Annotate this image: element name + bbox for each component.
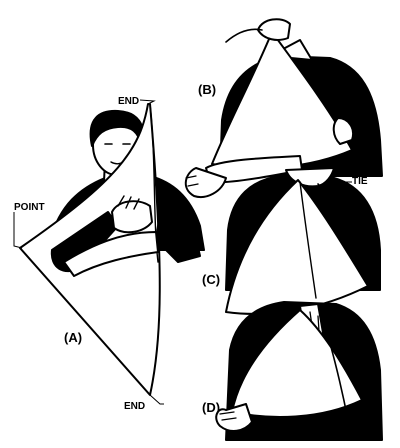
figure-a-leaders xyxy=(13,99,164,405)
panel-d-label: (D) xyxy=(202,400,220,415)
figure-a xyxy=(19,103,205,396)
figure-b xyxy=(184,18,383,198)
figure-b-top-hands xyxy=(257,18,291,41)
end-bottom-leader xyxy=(149,394,164,405)
figure-b-side-hand xyxy=(332,117,354,145)
panel-b-label: (B) xyxy=(198,82,216,97)
figure-a-left-arm xyxy=(50,211,119,273)
figure-c-knot xyxy=(317,183,325,211)
figure-d-strap xyxy=(321,317,349,421)
figure-d xyxy=(215,301,383,441)
figure-d-hand-fingers xyxy=(219,411,237,421)
figure-d-bandage xyxy=(231,309,363,418)
figure-d-hand xyxy=(215,403,253,432)
figure-b-hand xyxy=(184,167,227,198)
panel-a-label: (A) xyxy=(64,330,82,345)
end-top-leader xyxy=(139,99,156,105)
point-label: POINT xyxy=(14,202,45,213)
figure-a-fingers xyxy=(117,195,140,210)
figure-b-hand-fingers xyxy=(185,175,199,187)
end-bottom-label: END xyxy=(124,401,145,412)
figure-a-forearm xyxy=(63,231,159,277)
figure-b-top-arm xyxy=(225,28,263,43)
panel-c-label: (C) xyxy=(202,272,220,287)
figure-a-hands xyxy=(111,200,153,234)
end-top-label: END xyxy=(118,96,139,107)
point-leader xyxy=(13,212,23,249)
tie-label: TIE xyxy=(352,176,368,187)
figure-c-bandage-fold xyxy=(299,181,317,299)
figure-a-right-arm xyxy=(155,211,201,263)
figure-c xyxy=(225,167,381,315)
